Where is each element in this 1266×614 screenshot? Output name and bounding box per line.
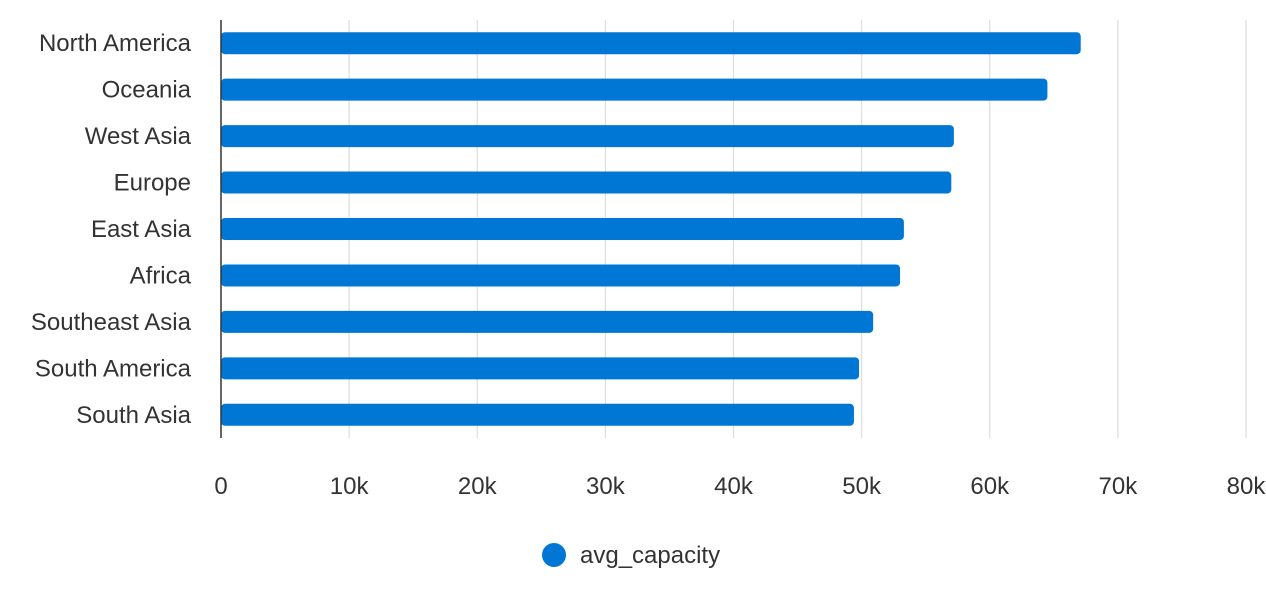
bar-europe[interactable] (221, 171, 952, 194)
bar-north-america[interactable] (221, 32, 1081, 55)
x-tick-label: 0 (214, 473, 227, 500)
category-labels: North America Oceania West Asia Europe East … (31, 30, 192, 429)
category-label: Oceania (102, 77, 192, 104)
bar-south-america[interactable] (221, 357, 860, 380)
x-tick-label: 30k (586, 473, 626, 500)
bar-east-asia[interactable] (221, 218, 904, 240)
x-tick-label: 20k (458, 473, 498, 500)
legend[interactable]: avg_capacity (542, 542, 720, 569)
x-tick-label: 40k (714, 473, 754, 500)
bar-southeast-asia[interactable] (221, 310, 874, 333)
category-label: Southeast Asia (31, 309, 192, 336)
legend-swatch (542, 543, 566, 567)
x-tick-label: 50k (842, 473, 882, 500)
category-label: West Asia (85, 123, 192, 150)
x-tick-label: 60k (970, 473, 1010, 500)
category-label: South Asia (76, 402, 191, 429)
bars (221, 32, 1081, 426)
x-tick-label: 80k (1227, 473, 1266, 500)
bar-africa[interactable] (221, 264, 901, 287)
bar-west-asia[interactable] (221, 125, 954, 148)
category-label: South America (35, 355, 192, 382)
x-tick-label: 10k (330, 473, 370, 500)
x-axis-ticks: 0 10k 20k 30k 40k 50k 60k 70k 80k (214, 473, 1266, 500)
category-label: North America (39, 30, 192, 57)
category-label: Europe (114, 170, 191, 197)
category-label: East Asia (91, 216, 192, 243)
legend-label-avg-capacity: avg_capacity (580, 542, 720, 569)
bar-south-asia[interactable] (221, 403, 854, 426)
bar-oceania[interactable] (221, 78, 1048, 101)
x-tick-label: 70k (1099, 473, 1139, 500)
category-label: Africa (130, 262, 192, 289)
